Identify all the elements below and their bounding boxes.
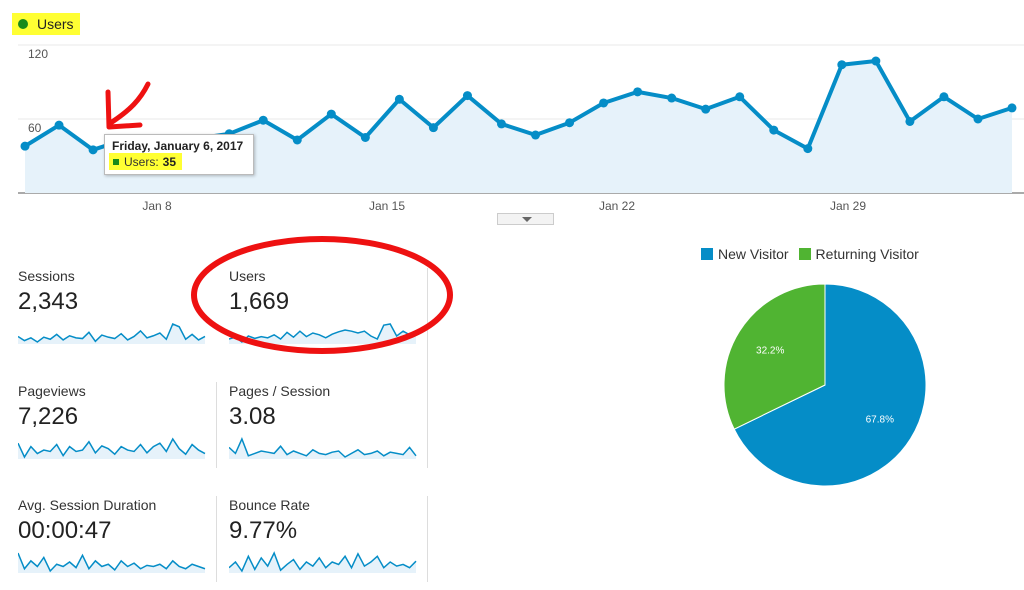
legend-swatch-icon — [798, 248, 811, 260]
data-point-0[interactable] — [20, 141, 30, 151]
data-point-16[interactable] — [565, 118, 575, 128]
users-area-fill — [25, 61, 1012, 194]
metric-label: Bounce Rate — [229, 497, 310, 513]
metric-label: Avg. Session Duration — [18, 497, 157, 513]
y-tick-60: 60 — [28, 121, 42, 135]
data-point-23[interactable] — [803, 144, 813, 154]
y-tick-120: 120 — [28, 47, 48, 61]
sparkline-line — [18, 552, 206, 573]
data-point-15[interactable] — [531, 130, 541, 140]
data-point-8[interactable] — [292, 135, 302, 145]
pie-legend-item-returning[interactable]: Returning Visitor — [798, 246, 919, 262]
data-point-25[interactable] — [871, 56, 881, 66]
pie-slice-0[interactable] — [733, 283, 927, 487]
metric-bounce-rate[interactable]: Bounce Rate 9.77% — [229, 497, 419, 573]
metric-pages-per-session[interactable]: Pages / Session 3.08 — [229, 383, 419, 459]
metric-label: Pageviews — [18, 383, 86, 399]
data-point-19[interactable] — [667, 93, 677, 103]
sparkline — [18, 323, 206, 344]
metric-avg-session-duration[interactable]: Avg. Session Duration 00:00:47 — [18, 497, 208, 573]
users-line-chart[interactable]: 120 60 Jan 8 Jan 15 Jan 22 Jan 29 — [0, 0, 1024, 215]
tile-divider — [216, 382, 217, 468]
data-point-7[interactable] — [258, 115, 268, 125]
sparkline — [18, 437, 206, 459]
pie-slice-1[interactable] — [723, 283, 826, 430]
data-point-17[interactable] — [599, 98, 609, 108]
metric-value: 00:00:47 — [18, 517, 112, 544]
series-square-icon — [113, 158, 119, 165]
sparkline-fill — [18, 553, 205, 573]
pie-legend-item-new[interactable]: New Visitor — [701, 246, 789, 262]
legend-label: Returning Visitor — [815, 246, 919, 262]
tooltip-value: 35 — [162, 154, 177, 169]
sparkline-line — [229, 551, 417, 573]
data-point-10[interactable] — [360, 133, 370, 142]
users-area — [25, 61, 1012, 194]
sparkline-fill — [18, 324, 205, 344]
sparkline — [229, 323, 417, 344]
metric-value: 7,226 — [18, 403, 79, 430]
chart-expand-toggle[interactable] — [497, 213, 554, 225]
data-point-24[interactable] — [837, 60, 847, 70]
legend-swatch-icon — [701, 248, 713, 260]
data-point-12[interactable] — [428, 123, 438, 133]
sparkline-line — [18, 437, 206, 459]
metric-value: 9.77% — [229, 517, 298, 544]
tooltip-date: Friday, January 6, 2017 — [112, 139, 244, 153]
data-point-13[interactable] — [462, 91, 472, 101]
legend-label: Users — [37, 16, 74, 32]
metric-value: 2,343 — [18, 288, 79, 315]
data-point-2[interactable] — [88, 145, 98, 155]
data-point-26[interactable] — [905, 116, 915, 126]
metric-value: 1,669 — [229, 288, 290, 315]
sparkline-fill — [18, 439, 205, 459]
metric-label: Sessions — [18, 268, 75, 284]
sparkline — [229, 437, 417, 459]
x-tick-jan-8: Jan 8 — [142, 199, 172, 213]
pie-label-new: 67.8% — [866, 414, 894, 425]
sparkline-fill — [229, 439, 416, 459]
metric-value: 3.08 — [229, 403, 276, 430]
data-point-9[interactable] — [326, 109, 336, 119]
tile-divider — [427, 496, 428, 582]
legend-label: New Visitor — [718, 246, 789, 262]
metric-pageviews[interactable]: Pageviews 7,226 — [18, 383, 208, 459]
data-point-14[interactable] — [496, 119, 506, 129]
sparkline-line — [18, 323, 206, 343]
x-tick-jan-22: Jan 22 — [599, 199, 635, 213]
data-point-22[interactable] — [769, 125, 779, 135]
chevron-down-icon — [522, 217, 532, 222]
sparkline-line — [229, 437, 417, 458]
chart-legend[interactable]: Users — [12, 13, 80, 35]
data-point-1[interactable] — [54, 120, 64, 130]
metric-label: Pages / Session — [229, 383, 331, 399]
tooltip-label: Users: — [124, 154, 159, 169]
tile-divider — [427, 268, 428, 468]
data-point-28[interactable] — [973, 114, 983, 124]
pie-legend: New Visitor Returning Visitor — [701, 246, 929, 262]
tile-divider — [216, 496, 217, 582]
data-point-18[interactable] — [633, 87, 643, 97]
data-point-29[interactable] — [1007, 103, 1017, 113]
tooltip-row: Users: 35 — [109, 153, 183, 170]
data-point-11[interactable] — [394, 94, 404, 104]
x-tick-jan-29: Jan 29 — [830, 199, 866, 213]
data-point-20[interactable] — [701, 104, 711, 114]
metric-label: Users — [229, 268, 266, 284]
sparkline-fill — [229, 324, 416, 344]
users-series-dot-icon — [18, 19, 28, 29]
sparkline — [229, 551, 417, 573]
data-point-21[interactable] — [735, 92, 745, 102]
x-tick-jan-15: Jan 15 — [369, 199, 405, 213]
chart-tooltip: Friday, January 6, 2017 Users: 35 — [104, 134, 254, 175]
data-point-27[interactable] — [939, 92, 949, 102]
visitor-type-pie-chart[interactable]: 67.8% 32.2% — [720, 280, 930, 490]
metric-users[interactable]: Users 1,669 — [229, 268, 419, 344]
sparkline — [18, 552, 206, 573]
metric-sessions[interactable]: Sessions 2,343 — [18, 268, 208, 344]
pie-label-returning: 32.2% — [756, 346, 784, 357]
